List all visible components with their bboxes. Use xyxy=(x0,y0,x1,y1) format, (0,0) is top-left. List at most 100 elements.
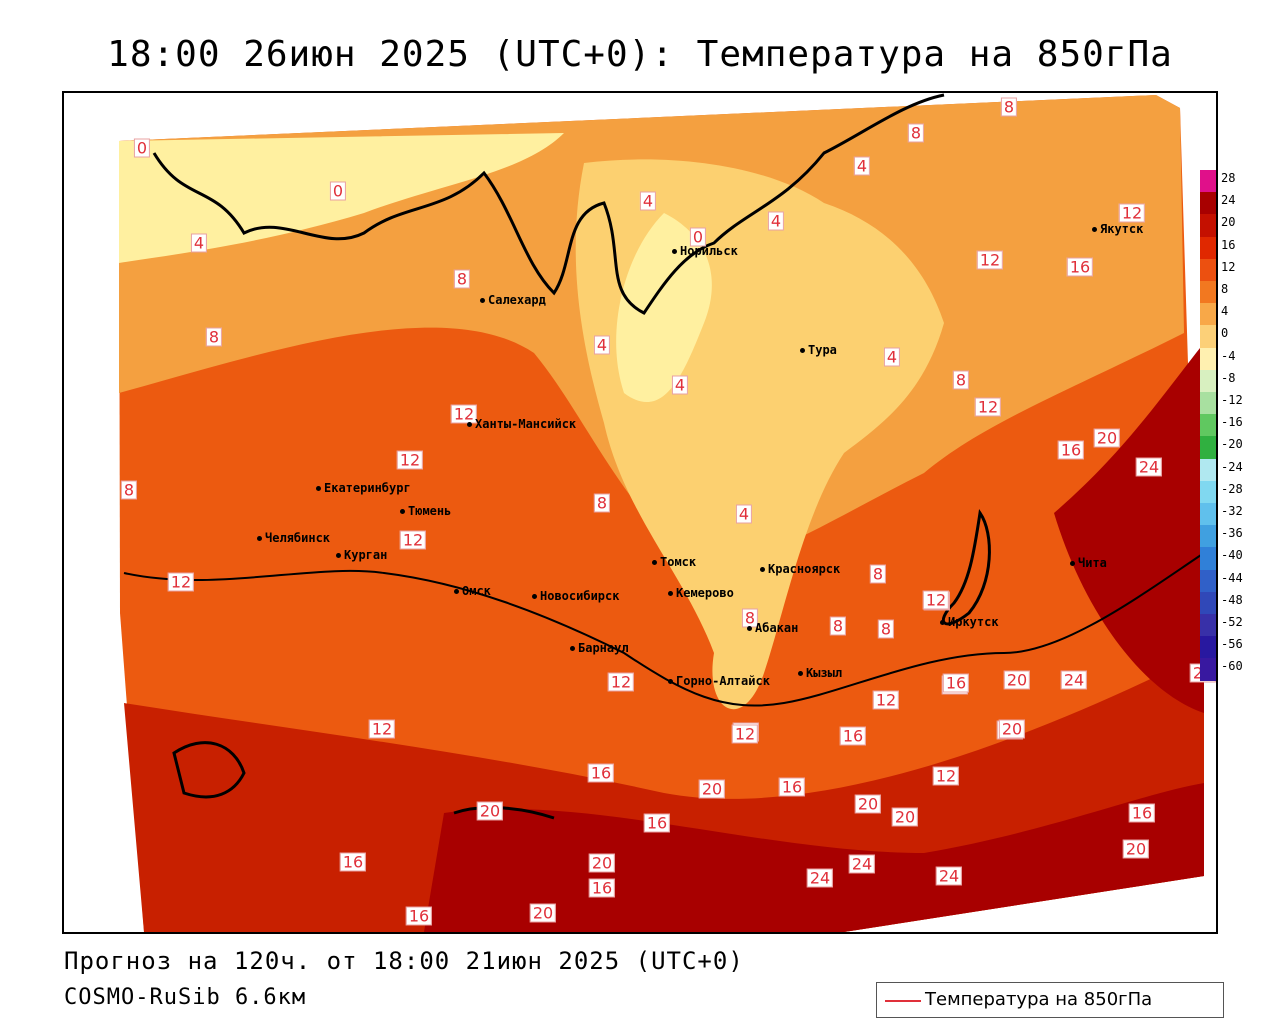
map-fill xyxy=(119,93,1205,932)
city-label: Екатеринбург xyxy=(316,481,411,495)
isotherm-label: 16 xyxy=(643,813,671,833)
colorbar-segment xyxy=(1200,436,1216,460)
colorbar-tick-label: -60 xyxy=(1221,659,1243,674)
city-dot-icon xyxy=(800,348,805,353)
isotherm-label: 8 xyxy=(205,327,223,347)
colorbar-segment xyxy=(1200,281,1216,304)
isotherm-label: 20 xyxy=(529,903,557,923)
isotherm-label: 24 xyxy=(848,854,876,874)
isotherm-label: 12 xyxy=(872,690,900,710)
isotherm-label: 8 xyxy=(453,269,471,289)
colorbar-tick-label: -24 xyxy=(1221,459,1243,474)
colorbar-tick-label: 28 xyxy=(1221,171,1236,185)
city-label: Тура xyxy=(800,343,837,357)
temperature-map[interactable]: 0 0 4 4 0 4 8 8 8 8 12 12 12 12 12 4 4 4… xyxy=(62,91,1218,934)
city-dot-icon xyxy=(257,536,262,541)
colorbar-segment xyxy=(1200,258,1216,282)
colorbar-segment xyxy=(1200,192,1216,215)
colorbar-segment xyxy=(1200,569,1216,593)
city-dot-icon xyxy=(480,298,485,303)
isotherm-label: 24 xyxy=(935,866,963,886)
city-dot-icon xyxy=(798,671,803,676)
colorbar-tick-label: -40 xyxy=(1221,548,1243,563)
colorbar-tick-label: -44 xyxy=(1221,570,1243,585)
city-label: Ханты-Мансийск xyxy=(467,417,576,431)
city-label: Иркутск xyxy=(940,615,999,629)
isotherm-label: 4 xyxy=(853,156,871,176)
isotherm-label: 0 xyxy=(689,227,707,247)
isotherm-label: 16 xyxy=(405,906,433,926)
city-label: Томск xyxy=(652,555,696,569)
isotherm-label: 20 xyxy=(891,807,919,827)
isotherm-label: 20 xyxy=(854,794,882,814)
isotherm-label: 8 xyxy=(869,564,887,584)
city-dot-icon xyxy=(652,560,657,565)
colorbar-tick-label: 20 xyxy=(1221,215,1236,230)
isotherm-label: 16 xyxy=(339,852,367,872)
city-label: Челябинск xyxy=(257,531,330,545)
model-caption: COSMO-RuSib 6.6км xyxy=(64,985,307,1010)
isotherm-label: 4 xyxy=(639,191,657,211)
isotherm-label: 16 xyxy=(587,763,615,783)
isotherm-label: 16 xyxy=(588,878,616,898)
colorbar-segment xyxy=(1200,547,1216,571)
city-dot-icon xyxy=(668,679,673,684)
colorbar-tick-label: -20 xyxy=(1221,437,1243,452)
colorbar-tick-label: -56 xyxy=(1221,637,1243,652)
isotherm-label: 4 xyxy=(883,347,901,367)
colorbar xyxy=(1200,170,1216,682)
colorbar-tick-label: -36 xyxy=(1221,526,1243,541)
colorbar-segment xyxy=(1200,369,1216,393)
isotherm-label: 16 xyxy=(942,673,970,693)
colorbar-tick-label: -32 xyxy=(1221,504,1243,518)
isotherm-label: 20 xyxy=(1003,670,1031,690)
city-label: Горно-Алтайск xyxy=(668,674,770,688)
isotherm-label: 12 xyxy=(368,719,396,739)
colorbar-segment xyxy=(1200,458,1216,482)
isotherm-label: 12 xyxy=(932,766,960,786)
isotherm-label: 16 xyxy=(1128,803,1156,823)
city-label: Барнаул xyxy=(570,641,629,655)
colorbar-segment xyxy=(1200,591,1216,615)
city-label: Чита xyxy=(1070,556,1107,570)
city-label: Красноярск xyxy=(760,562,840,576)
isotherm-label: 8 xyxy=(829,616,847,636)
isotherm-label: 8 xyxy=(877,619,895,639)
city-dot-icon xyxy=(1070,561,1075,566)
colorbar-segment xyxy=(1200,325,1216,349)
city-label: Кемерово xyxy=(668,586,734,600)
isotherm-label: 4 xyxy=(593,335,611,355)
isotherm-label: 20 xyxy=(476,801,504,821)
city-label: Салехард xyxy=(480,293,546,307)
colorbar-segment xyxy=(1200,614,1216,637)
colorbar-tick-label: 24 xyxy=(1221,193,1236,208)
isotherm-label: 12 xyxy=(607,672,635,692)
isotherm-label: 24 xyxy=(1060,670,1088,690)
colorbar-tick-label: -4 xyxy=(1221,348,1236,363)
isotherm-label: 8 xyxy=(593,493,611,513)
colorbar-segment xyxy=(1200,525,1216,548)
colorbar-segment xyxy=(1200,503,1216,526)
colorbar-tick-label: -16 xyxy=(1221,415,1243,430)
legend-box: Температура на 850гПа xyxy=(876,982,1224,1018)
colorbar-tick-label: 4 xyxy=(1221,304,1229,319)
isotherm-label: 16 xyxy=(839,726,867,746)
isotherm-label: 24 xyxy=(806,868,834,888)
map-title: 18:00 26июн 2025 (UTC+0): Температура на… xyxy=(107,34,1173,75)
colorbar-tick-label: -8 xyxy=(1221,370,1236,385)
city-dot-icon xyxy=(760,567,765,572)
isotherm-label: 20 xyxy=(588,853,616,873)
isotherm-label: 8 xyxy=(120,480,138,500)
isotherm-label: 12 xyxy=(396,450,424,470)
city-label: Кызыл xyxy=(798,666,842,680)
city-dot-icon xyxy=(1092,227,1097,232)
isotherm-label: 24 xyxy=(1135,457,1163,477)
city-label: Омск xyxy=(454,584,491,598)
colorbar-segment xyxy=(1200,480,1216,504)
isotherm-label: 4 xyxy=(190,233,208,253)
colorbar-segment xyxy=(1200,347,1216,371)
legend-line-icon xyxy=(885,1000,921,1002)
city-dot-icon xyxy=(747,626,752,631)
colorbar-segment xyxy=(1200,170,1216,193)
colorbar-tick-label: -48 xyxy=(1221,592,1243,607)
